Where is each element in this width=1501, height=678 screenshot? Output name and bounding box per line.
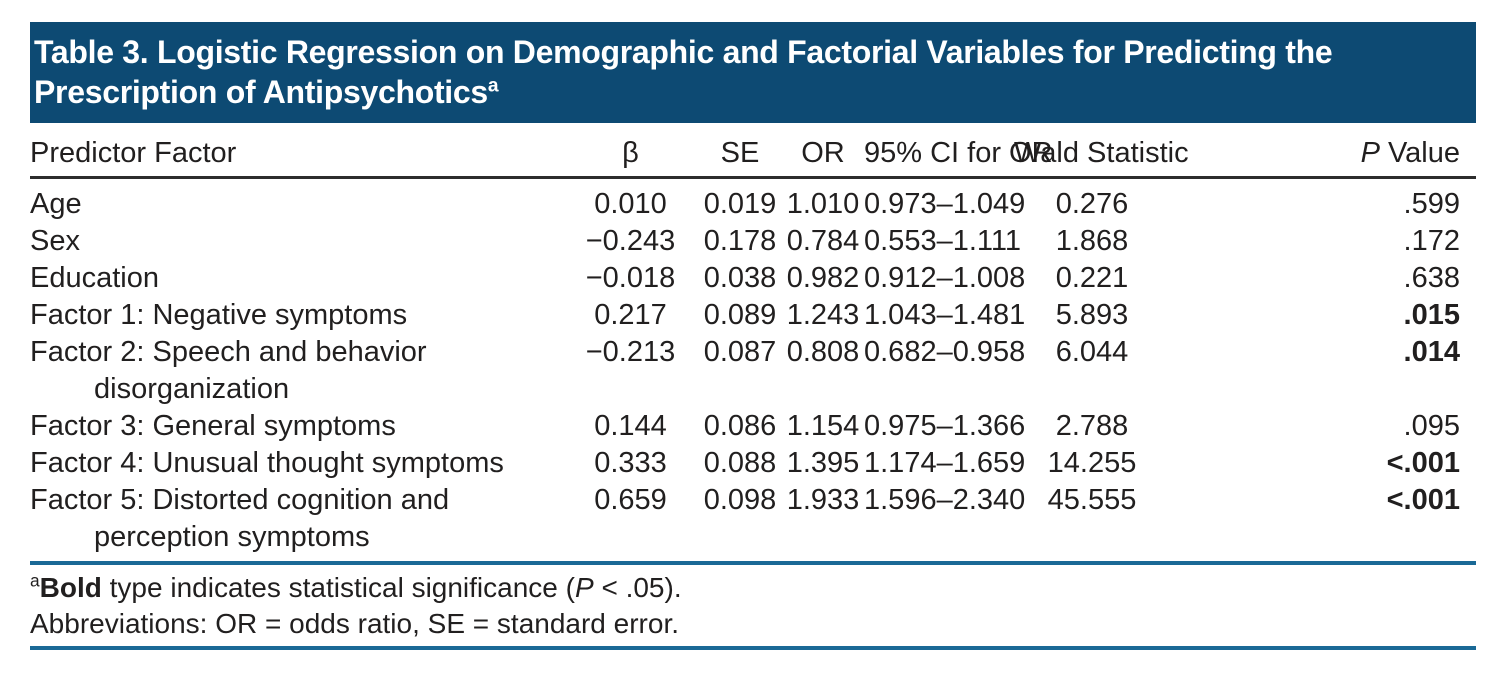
or-cell: 0.982 — [786, 262, 860, 294]
ci-cell: 1.043–1.481 — [864, 299, 1026, 331]
table-title-bar: Table 3. Logistic Regression on Demograp… — [30, 22, 1476, 123]
se-cell: 0.178 — [703, 225, 777, 257]
ci-cell: 1.596–2.340 — [864, 484, 1026, 516]
footnote-abbreviations: Abbreviations: OR = odds ratio, SE = sta… — [30, 608, 680, 639]
se-cell: 0.088 — [703, 447, 777, 479]
p-value-cell: .095 — [1403, 410, 1460, 442]
table-row: Factor 2: Speech and behavior disorganiza… — [30, 334, 1476, 408]
col-header-p-value: P Value — [1170, 123, 1476, 179]
table-title-line1: Table 3. Logistic Regression on Demograp… — [34, 34, 1333, 70]
predictor-line2: perception symptoms — [94, 521, 370, 553]
beta-cell: −0.243 — [585, 225, 676, 257]
col-header-ci: 95% CI for OR — [864, 123, 1053, 179]
p-value-cell: .599 — [1403, 188, 1460, 220]
footnote-significance: aBold type indicates statistical signifi… — [30, 570, 1476, 606]
p-value-cell: .172 — [1403, 225, 1460, 257]
ci-cell: 0.912–1.008 — [864, 262, 1026, 294]
predictor-line2: disorganization — [94, 373, 290, 405]
or-cell: 1.010 — [786, 188, 860, 220]
se-cell: 0.019 — [703, 188, 777, 220]
ci-cell: 0.682–0.958 — [864, 336, 1026, 368]
footnote-marker: a — [30, 570, 40, 591]
footnotes: aBold type indicates statistical signifi… — [30, 565, 1476, 646]
beta-cell: 0.217 — [594, 299, 667, 331]
se-cell: 0.087 — [703, 336, 777, 368]
table-row: Factor 1: Negative symptoms 0.217 0.089 1.2… — [30, 297, 1476, 334]
predictor-cell: Factor 4: Unusual thought symptoms — [30, 447, 504, 479]
predictor-cell: Factor 1: Negative symptoms — [30, 299, 408, 331]
footnote-text-end: < .05). — [593, 572, 682, 603]
table-row: Education −0.018 0.038 0.982 0.912–1.008 0.22… — [30, 260, 1476, 297]
wald-cell: 5.893 — [1055, 299, 1129, 331]
wald-cell: 0.276 — [1055, 188, 1129, 220]
or-cell: 1.243 — [786, 299, 860, 331]
beta-cell: 0.659 — [594, 484, 667, 516]
p-value-cell: <.001 — [1386, 447, 1460, 479]
beta-cell: 0.333 — [594, 447, 667, 479]
predictor-cell: Factor 2: Speech and behavior disorganiza… — [30, 334, 563, 408]
predictor-line1: Factor 2: Speech and behavior — [30, 336, 427, 368]
p-value-cell: .014 — [1403, 336, 1460, 368]
col-header-se: SE — [698, 123, 782, 179]
or-cell: 1.154 — [786, 410, 860, 442]
beta-cell: −0.018 — [585, 262, 676, 294]
table-row: Sex −0.243 0.178 0.784 0.553–1.111 1.868 .172 — [30, 223, 1476, 260]
ci-cell: 0.553–1.111 — [864, 225, 1021, 257]
ci-cell: 0.973–1.049 — [864, 188, 1026, 220]
p-value-cell: .638 — [1403, 262, 1460, 294]
predictor-cell: Factor 5: Distorted cognition and percept… — [30, 482, 563, 556]
col-header-beta: β — [563, 123, 698, 179]
wald-cell: 1.868 — [1055, 225, 1129, 257]
beta-cell: −0.213 — [585, 336, 676, 368]
ci-cell: 0.975–1.366 — [864, 410, 1026, 442]
se-cell: 0.089 — [703, 299, 777, 331]
beta-cell: 0.144 — [594, 410, 667, 442]
col-header-or: OR — [782, 123, 864, 179]
wald-cell: 45.555 — [1047, 484, 1137, 516]
predictor-cell: Factor 3: General symptoms — [30, 410, 396, 442]
ci-cell: 1.174–1.659 — [864, 447, 1026, 479]
predictor-line1: Factor 5: Distorted cognition and — [30, 484, 450, 516]
beta-cell: 0.010 — [594, 188, 667, 220]
p-value-header-italic-p: P — [1360, 137, 1380, 169]
table-body: Age 0.010 0.019 1.010 0.973–1.049 0.276.599 Se… — [30, 178, 1476, 557]
footnote-bottom-rule — [30, 646, 1476, 650]
footnote-text-mid: type indicates statistical significance … — [101, 572, 575, 603]
wald-cell: 0.221 — [1055, 262, 1129, 294]
predictor-cell: Sex — [30, 225, 80, 257]
se-cell: 0.038 — [703, 262, 777, 294]
p-value-cell: .015 — [1403, 299, 1460, 331]
p-value-cell: <.001 — [1386, 484, 1460, 516]
or-cell: 0.808 — [786, 336, 860, 368]
table-title-line2: Prescription of Antipsychotics — [34, 74, 488, 110]
wald-cell: 2.788 — [1055, 410, 1129, 442]
regression-table: Predictor Factor β SE OR 95% CI for OR W… — [30, 123, 1476, 556]
table-row: Factor 4: Unusual thought symptoms 0.333 0… — [30, 445, 1476, 482]
or-cell: 1.933 — [786, 484, 860, 516]
wald-cell: 6.044 — [1055, 336, 1129, 368]
predictor-cell: Age — [30, 188, 82, 220]
col-header-predictor-factor: Predictor Factor — [30, 123, 563, 179]
table-title-footnote-marker: a — [487, 75, 499, 97]
table-row: Factor 3: General symptoms 0.144 0.086 1.15… — [30, 408, 1476, 445]
table-bottom-rule — [30, 561, 1476, 565]
wald-cell: 14.255 — [1047, 447, 1137, 479]
se-cell: 0.086 — [703, 410, 777, 442]
or-cell: 0.784 — [786, 225, 860, 257]
col-header-wald-statistic: Wald Statistic — [1014, 123, 1189, 179]
predictor-cell: Education — [30, 262, 159, 294]
table-header-row: Predictor Factor β SE OR 95% CI for OR W… — [30, 123, 1476, 179]
footnote-italic-p: P — [574, 572, 594, 603]
se-cell: 0.098 — [703, 484, 777, 516]
table-row: Age 0.010 0.019 1.010 0.973–1.049 0.276 .599 — [30, 178, 1476, 224]
table-row: Factor 5: Distorted cognition and percept… — [30, 482, 1476, 556]
footnote-bold-word: Bold — [39, 572, 102, 603]
or-cell: 1.395 — [786, 447, 860, 479]
p-value-header-rest: Value — [1379, 137, 1460, 169]
